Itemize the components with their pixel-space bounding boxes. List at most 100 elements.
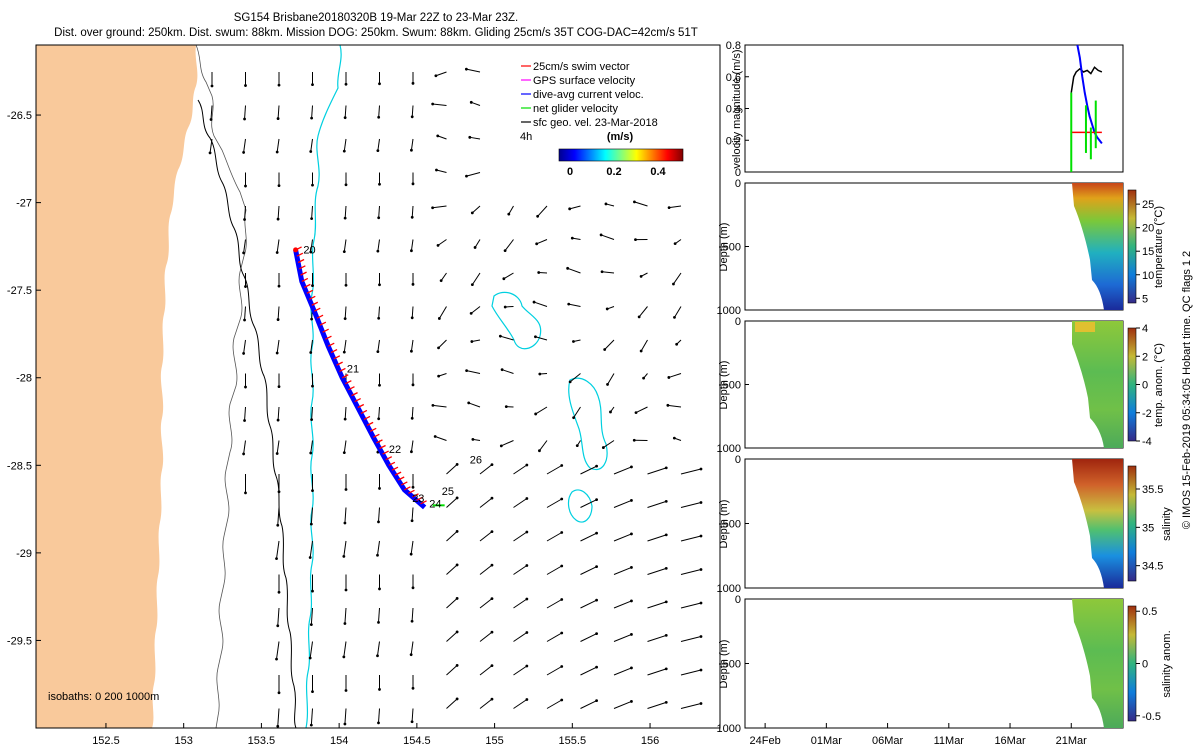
geo-velocity-arrowhead bbox=[343, 150, 346, 153]
geo-velocity-arrowhead bbox=[560, 531, 563, 534]
colorbar-tick-0: 0 bbox=[567, 166, 573, 178]
geo-velocity-arrowhead bbox=[342, 655, 345, 658]
colorbar-tick-label: 0 bbox=[1142, 659, 1148, 671]
geo-velocity-arrowhead bbox=[572, 340, 575, 343]
geo-velocity-arrowhead bbox=[630, 566, 633, 569]
depth-tick-label: 1000 bbox=[717, 723, 741, 735]
geo-velocity-arrowhead bbox=[410, 450, 413, 453]
geo-velocity-arrowhead bbox=[412, 486, 415, 489]
map-y-tick-label: -28 bbox=[16, 373, 32, 385]
time-tick-label: 21Mar bbox=[1056, 735, 1088, 747]
depth-tick-label: 0 bbox=[735, 454, 741, 466]
colorbar-tick-label: 5 bbox=[1142, 293, 1148, 305]
geo-velocity-arrowhead bbox=[378, 588, 381, 591]
geo-velocity-arrowhead bbox=[412, 586, 415, 589]
geo-velocity-arrowhead bbox=[277, 117, 280, 120]
geo-velocity-arrowhead bbox=[377, 520, 380, 523]
geo-velocity-arrowhead bbox=[499, 335, 502, 338]
geo-velocity-arrowhead bbox=[471, 283, 474, 286]
geo-velocity-arrowhead bbox=[377, 216, 380, 219]
geo-velocity-arrowhead bbox=[309, 150, 312, 153]
geo-velocity-arrowhead bbox=[244, 285, 247, 288]
geo-velocity-arrowhead bbox=[567, 303, 570, 306]
geo-velocity-arrowhead bbox=[276, 352, 279, 355]
geo-velocity-arrowhead bbox=[525, 665, 528, 668]
geo-velocity-arrowhead bbox=[431, 103, 434, 106]
salinity-axes bbox=[745, 459, 1123, 588]
geo-velocity-arrowhead bbox=[242, 352, 245, 355]
geo-velocity-arrowhead bbox=[437, 244, 440, 247]
geo-velocity-arrowhead bbox=[376, 654, 379, 657]
geo-velocity-arrowhead bbox=[344, 622, 347, 625]
geo-velocity-arrowhead bbox=[344, 116, 347, 119]
geo-velocity-arrowhead bbox=[437, 346, 440, 349]
geo-velocity-arrowhead bbox=[410, 249, 413, 252]
colorbar-tick-label: 35 bbox=[1142, 522, 1154, 534]
geo-velocity-arrowhead bbox=[378, 688, 381, 691]
geo-velocity-arrowhead bbox=[243, 419, 246, 422]
geo-velocity-arrowhead bbox=[276, 725, 279, 728]
velocity-ylabel: velocity magnitude (m/s) bbox=[731, 49, 743, 168]
track-day-label: 24 bbox=[429, 498, 441, 510]
geo-velocity-arrowhead bbox=[410, 553, 413, 556]
legend-net-label: net glider velocity bbox=[533, 103, 618, 115]
geo-velocity-arrowhead bbox=[438, 317, 441, 320]
geo-velocity-arrowhead bbox=[595, 599, 598, 602]
geo-velocity-arrowhead bbox=[601, 270, 604, 273]
geo-velocity-arrowhead bbox=[278, 490, 281, 493]
geo-velocity-arrowhead bbox=[602, 446, 605, 449]
legend-scale-label: 4h bbox=[520, 131, 532, 143]
geo-velocity-arrowhead bbox=[633, 439, 636, 442]
geo-velocity-arrowhead bbox=[378, 283, 381, 286]
geo-velocity-arrowhead bbox=[412, 283, 415, 286]
temp-anomaly-axes bbox=[745, 321, 1123, 448]
legend-gps-label: GPS surface velocity bbox=[533, 75, 636, 87]
salinity-anomaly-ylabel: Depth (m) bbox=[718, 640, 730, 689]
geo-velocity-arrowhead bbox=[278, 691, 281, 694]
geo-velocity-arrowhead bbox=[667, 376, 670, 379]
geo-velocity-arrowhead bbox=[378, 487, 381, 490]
geo-velocity-arrowhead bbox=[560, 699, 563, 702]
geo-velocity-arrowhead bbox=[278, 285, 281, 288]
geo-velocity-arrowhead bbox=[700, 568, 703, 571]
geo-velocity-arrowhead bbox=[501, 368, 504, 371]
geo-velocity-arrowhead bbox=[467, 402, 470, 405]
geo-velocity-arrowhead bbox=[638, 315, 641, 318]
map-y-tick-label: -27.5 bbox=[7, 285, 32, 297]
geo-velocity-arrowhead bbox=[456, 597, 459, 600]
salinity-anomaly-colorbar-label: salinity anom. bbox=[1161, 630, 1173, 697]
colorbar-tick-label: 0.5 bbox=[1142, 606, 1157, 618]
geo-velocity-arrowhead bbox=[560, 665, 563, 668]
geo-velocity-arrowhead bbox=[537, 271, 540, 274]
colorbar-tick-label: 4 bbox=[1142, 323, 1148, 335]
geo-velocity-arrowhead bbox=[242, 151, 245, 154]
geo-velocity-arrowhead bbox=[675, 343, 678, 346]
geo-velocity-arrowhead bbox=[700, 535, 703, 538]
geo-velocity-arrowhead bbox=[665, 668, 668, 671]
geo-velocity-arrowhead bbox=[277, 318, 280, 321]
geo-velocity-arrowhead bbox=[411, 417, 414, 420]
geo-velocity-arrowhead bbox=[309, 657, 312, 660]
geo-velocity-arrowhead bbox=[534, 413, 537, 416]
geo-velocity-arrowhead bbox=[642, 377, 645, 380]
geo-velocity-arrowhead bbox=[668, 206, 671, 209]
copyright-note: © IMOS 15-Feb-2019 05:34:05 Hobart time.… bbox=[1181, 251, 1193, 529]
geo-velocity-arrowhead bbox=[436, 134, 439, 137]
track-day-label: 25 bbox=[442, 486, 454, 498]
map-x-tick-label: 156 bbox=[641, 735, 659, 747]
geo-velocity-arrowhead bbox=[344, 723, 347, 726]
geo-velocity-arrowhead bbox=[276, 151, 279, 154]
geo-velocity-arrowhead bbox=[673, 437, 676, 440]
geo-velocity-arrowhead bbox=[435, 169, 438, 172]
geo-velocity-arrowhead bbox=[595, 532, 598, 535]
map-y-tick-label: -27 bbox=[16, 198, 32, 210]
salinity-colorbar-label: salinity bbox=[1161, 507, 1173, 541]
geo-velocity-arrowhead bbox=[244, 386, 247, 389]
geo-velocity-arrowhead bbox=[342, 555, 345, 558]
geo-velocity-arrowhead bbox=[243, 218, 246, 221]
geo-velocity-arrowhead bbox=[666, 404, 669, 407]
geo-velocity-arrowhead bbox=[310, 217, 313, 220]
geo-velocity-arrowhead bbox=[630, 533, 633, 536]
